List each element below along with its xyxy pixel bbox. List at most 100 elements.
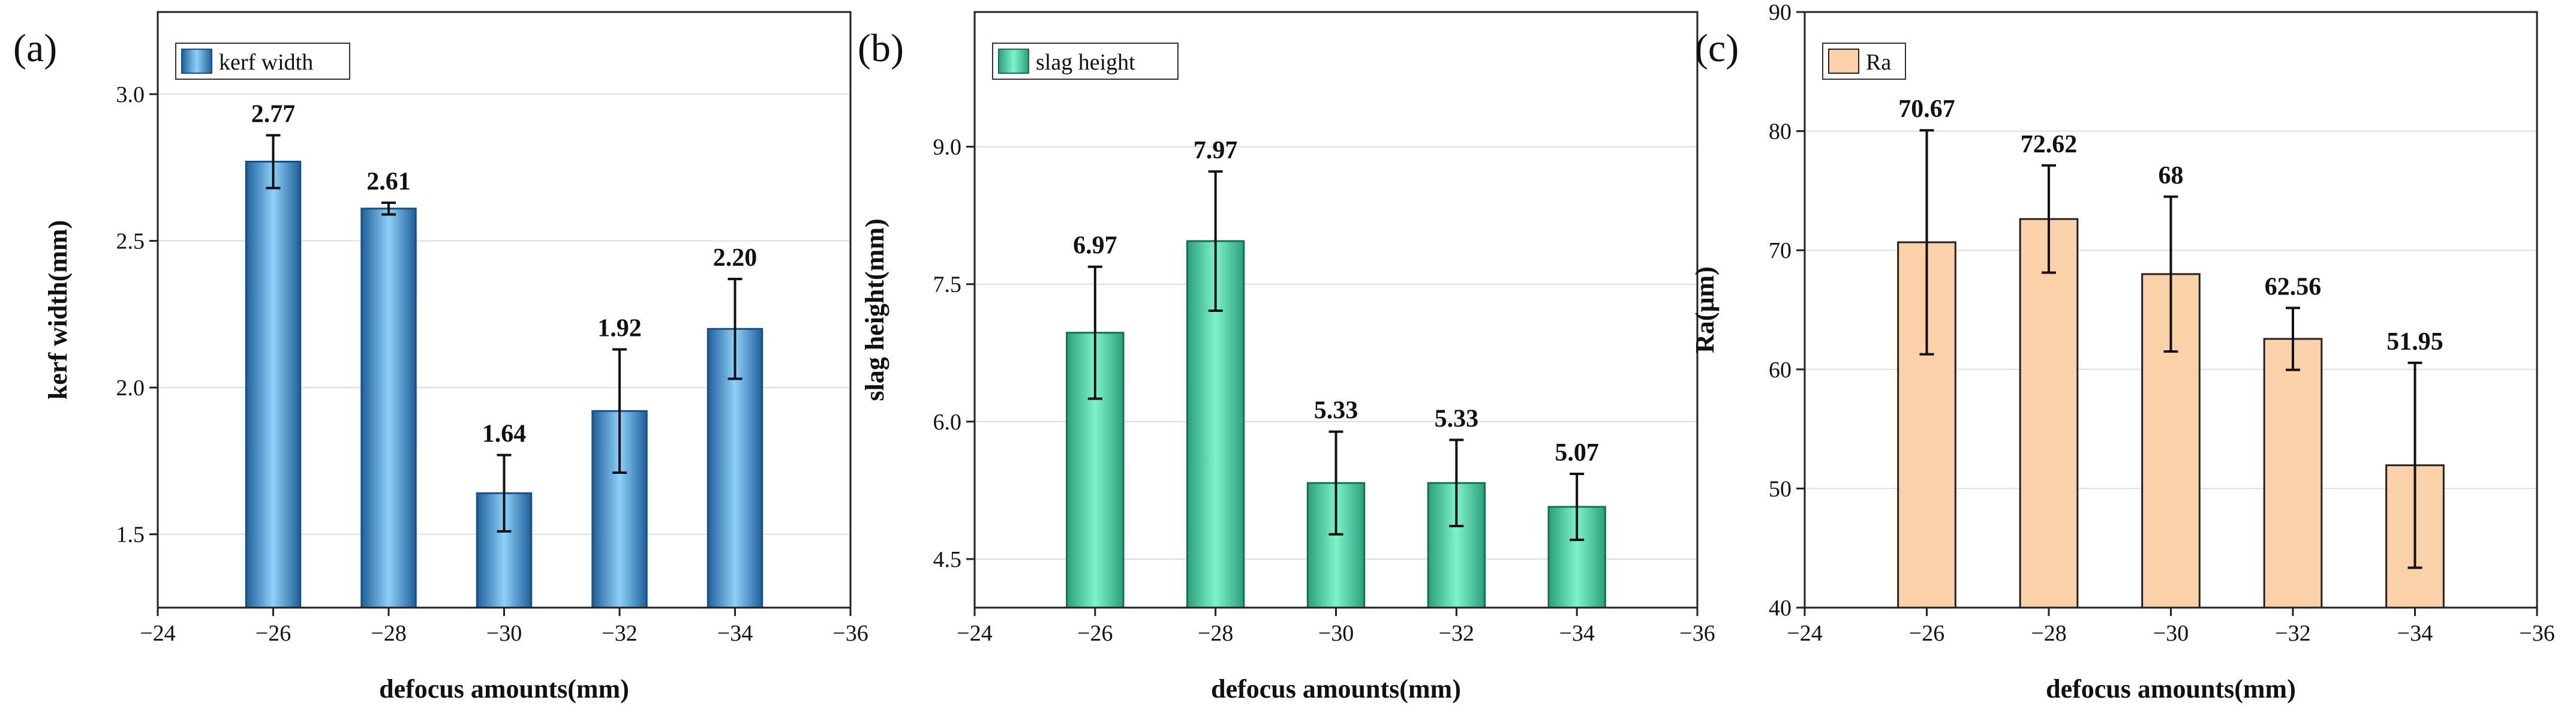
x-tick-label: −36 (2519, 621, 2554, 646)
legend-label: slag height (1036, 50, 1135, 75)
y-ticks: 40 50 60 70 80 90 (1769, 0, 1805, 621)
data-label: 51.95 (2386, 328, 2443, 356)
data-label: 1.64 (482, 420, 527, 448)
error-bars (1919, 129, 2422, 569)
y-ticks: 4.5 6.0 7.5 9.0 (933, 135, 975, 572)
x-tick-label: −32 (2275, 621, 2310, 646)
y-tick-label: 40 (1769, 596, 1792, 621)
legend-swatch (1828, 49, 1859, 74)
error-bar (612, 348, 627, 474)
x-tick-label: −36 (1679, 621, 1715, 646)
x-ticks: −24 −26 −28 −30 −32 −34 −36 (140, 608, 868, 646)
x-tick-label: −36 (832, 621, 868, 646)
x-tick-label: −26 (1909, 621, 1944, 646)
data-labels: 2.77 2.61 1.64 1.92 2.20 (251, 100, 758, 447)
bars (1897, 218, 2445, 609)
error-bar (2407, 361, 2422, 569)
legend-label: Ra (1866, 50, 1891, 75)
data-label: 5.33 (1314, 397, 1358, 425)
bar (245, 160, 302, 609)
error-bar (1328, 430, 1343, 536)
x-tick-label: −28 (1198, 621, 1233, 646)
error-bar (381, 201, 396, 216)
x-tick-label: −28 (371, 621, 406, 646)
x-tick-label: −28 (2031, 621, 2066, 646)
bar (2263, 338, 2323, 609)
error-bar (2163, 195, 2178, 353)
x-tick-label: −24 (140, 621, 175, 646)
x-tick-label: −26 (256, 621, 291, 646)
y-tick-label: 90 (1769, 0, 1792, 25)
y-tick-label: 2.0 (116, 375, 145, 401)
panel-label: (a) (13, 26, 57, 70)
error-bar (2286, 307, 2300, 371)
error-bar (1087, 265, 1102, 400)
y-tick-label: 60 (1769, 358, 1792, 383)
error-bars (1087, 170, 1585, 541)
chart-panel-c: (c) 70.67 72.62 68 62.56 51.95 −24 −26 −28 −30 −… (1690, 0, 2555, 704)
data-label: 2.61 (366, 168, 411, 196)
data-labels: 70.67 72.62 68 62.56 51.95 (1898, 95, 2443, 356)
data-labels: 6.97 7.97 5.33 5.33 5.07 (1073, 137, 1599, 467)
x-axis-title: defocus amounts(mm) (2046, 674, 2296, 704)
x-tick-label: −30 (2153, 621, 2189, 646)
y-tick-label: 9.0 (933, 135, 962, 160)
x-tick-label: −32 (602, 621, 637, 646)
data-label: 72.62 (2021, 131, 2078, 158)
error-bar (1449, 438, 1464, 528)
y-axis-title: kerf width(mm) (43, 220, 73, 399)
chart-panel-b: (b) 6.97 7.97 5.33 5.33 5.07 −24 −26 −28 −30 −32… (858, 11, 1715, 704)
error-bar (497, 453, 512, 533)
legend-swatch (181, 49, 212, 74)
bar (1897, 241, 1956, 609)
error-bar (266, 134, 281, 190)
x-tick-label: −30 (486, 621, 522, 646)
bar (2019, 218, 2079, 609)
x-tick-label: −24 (1787, 621, 1822, 646)
x-tick-label: −24 (957, 621, 992, 646)
y-axis-title: Ra(μm) (1690, 266, 1720, 353)
data-label: 2.77 (251, 100, 296, 128)
y-tick-label: 7.5 (933, 272, 962, 298)
x-ticks: −24 −26 −28 −30 −32 −34 −36 (957, 608, 1715, 646)
y-tick-label: 2.5 (116, 229, 145, 254)
y-tick-label: 50 (1769, 476, 1792, 501)
data-label: 1.92 (597, 315, 642, 343)
legend: kerf width (175, 43, 350, 80)
data-label: 5.33 (1435, 405, 1479, 432)
legend: slag height (992, 43, 1179, 80)
data-label: 6.97 (1073, 232, 1117, 260)
data-label: 68 (2159, 162, 2184, 190)
error-bar (1208, 170, 1223, 313)
chart-panel-a: (a) 2.77 2.61 1.64 1.92 2.20 −24 −26 −28 −30 −32… (13, 11, 868, 704)
error-bar (1570, 472, 1585, 541)
error-bars (266, 134, 743, 533)
x-tick-label: −34 (1559, 621, 1594, 646)
legend-swatch (998, 49, 1029, 74)
bar (360, 208, 417, 609)
y-tick-label: 70 (1769, 238, 1792, 263)
data-label: 5.07 (1555, 439, 1599, 467)
legend: Ra (1822, 43, 1906, 80)
legend-label: kerf width (219, 50, 313, 75)
y-tick-label: 80 (1769, 119, 1792, 145)
y-tick-label: 3.0 (116, 82, 145, 107)
data-label: 70.67 (1898, 95, 1955, 123)
panel-label: (b) (858, 26, 904, 70)
x-axis-title: defocus amounts(mm) (379, 674, 629, 704)
x-tick-label: −34 (717, 621, 753, 646)
bars (245, 160, 764, 609)
x-tick-label: −32 (1439, 621, 1474, 646)
x-axis-title: defocus amounts(mm) (1211, 674, 1461, 704)
y-tick-label: 4.5 (933, 547, 962, 572)
y-ticks: 1.5 2.0 2.5 3.0 (116, 82, 158, 548)
data-label: 62.56 (2265, 273, 2322, 301)
x-tick-label: −30 (1318, 621, 1354, 646)
error-bar (2042, 164, 2056, 274)
x-tick-label: −26 (1077, 621, 1113, 646)
error-bar (728, 278, 743, 380)
y-axis-title: slag height(mm) (860, 218, 889, 401)
panel-label: (c) (1695, 26, 1739, 70)
y-tick-label: 1.5 (116, 522, 145, 548)
